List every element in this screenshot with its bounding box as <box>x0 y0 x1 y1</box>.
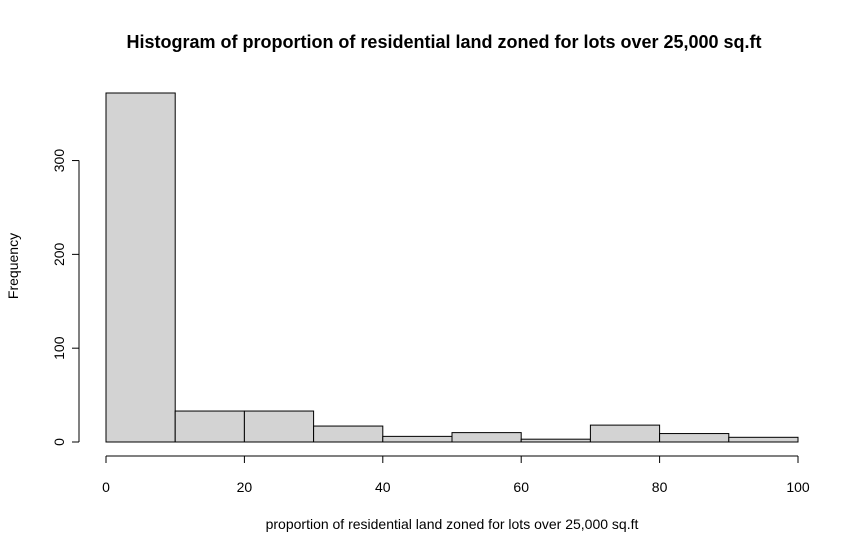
y-tick-label-3: 300 <box>51 149 67 173</box>
y-tick-label-1: 100 <box>51 336 67 360</box>
x-tick-label-0: 0 <box>102 479 110 495</box>
histogram-bar-7 <box>589 424 661 443</box>
x-tick-label-5: 100 <box>786 479 810 495</box>
x-tick-label-3: 60 <box>513 479 529 495</box>
x-tick-label-2: 40 <box>375 479 391 495</box>
chart-title: Histogram of proportion of residential l… <box>126 32 761 52</box>
histogram-bar-5 <box>451 432 522 443</box>
y-axis: 0 100 200 300 <box>51 149 80 446</box>
histogram-bar-9 <box>728 436 799 443</box>
histogram-bar-8 <box>659 433 730 443</box>
y-tick-label-2: 200 <box>51 242 67 266</box>
histogram-bar-0 <box>105 92 176 443</box>
y-tick-label-0: 0 <box>51 438 67 446</box>
histogram-bar-6 <box>520 438 591 443</box>
x-axis-label: proportion of residential land zoned for… <box>266 516 639 532</box>
histogram-bar-1 <box>174 410 245 443</box>
x-tick-label-1: 20 <box>237 479 253 495</box>
x-axis: 0 20 40 60 80 100 <box>102 455 810 495</box>
y-axis-label: Frequency <box>5 233 21 299</box>
x-tick-label-4: 80 <box>652 479 668 495</box>
bars-group <box>105 92 799 443</box>
histogram-bar-4 <box>382 435 453 443</box>
histogram-bar-2 <box>243 410 315 443</box>
histogram-bar-3 <box>313 425 384 443</box>
